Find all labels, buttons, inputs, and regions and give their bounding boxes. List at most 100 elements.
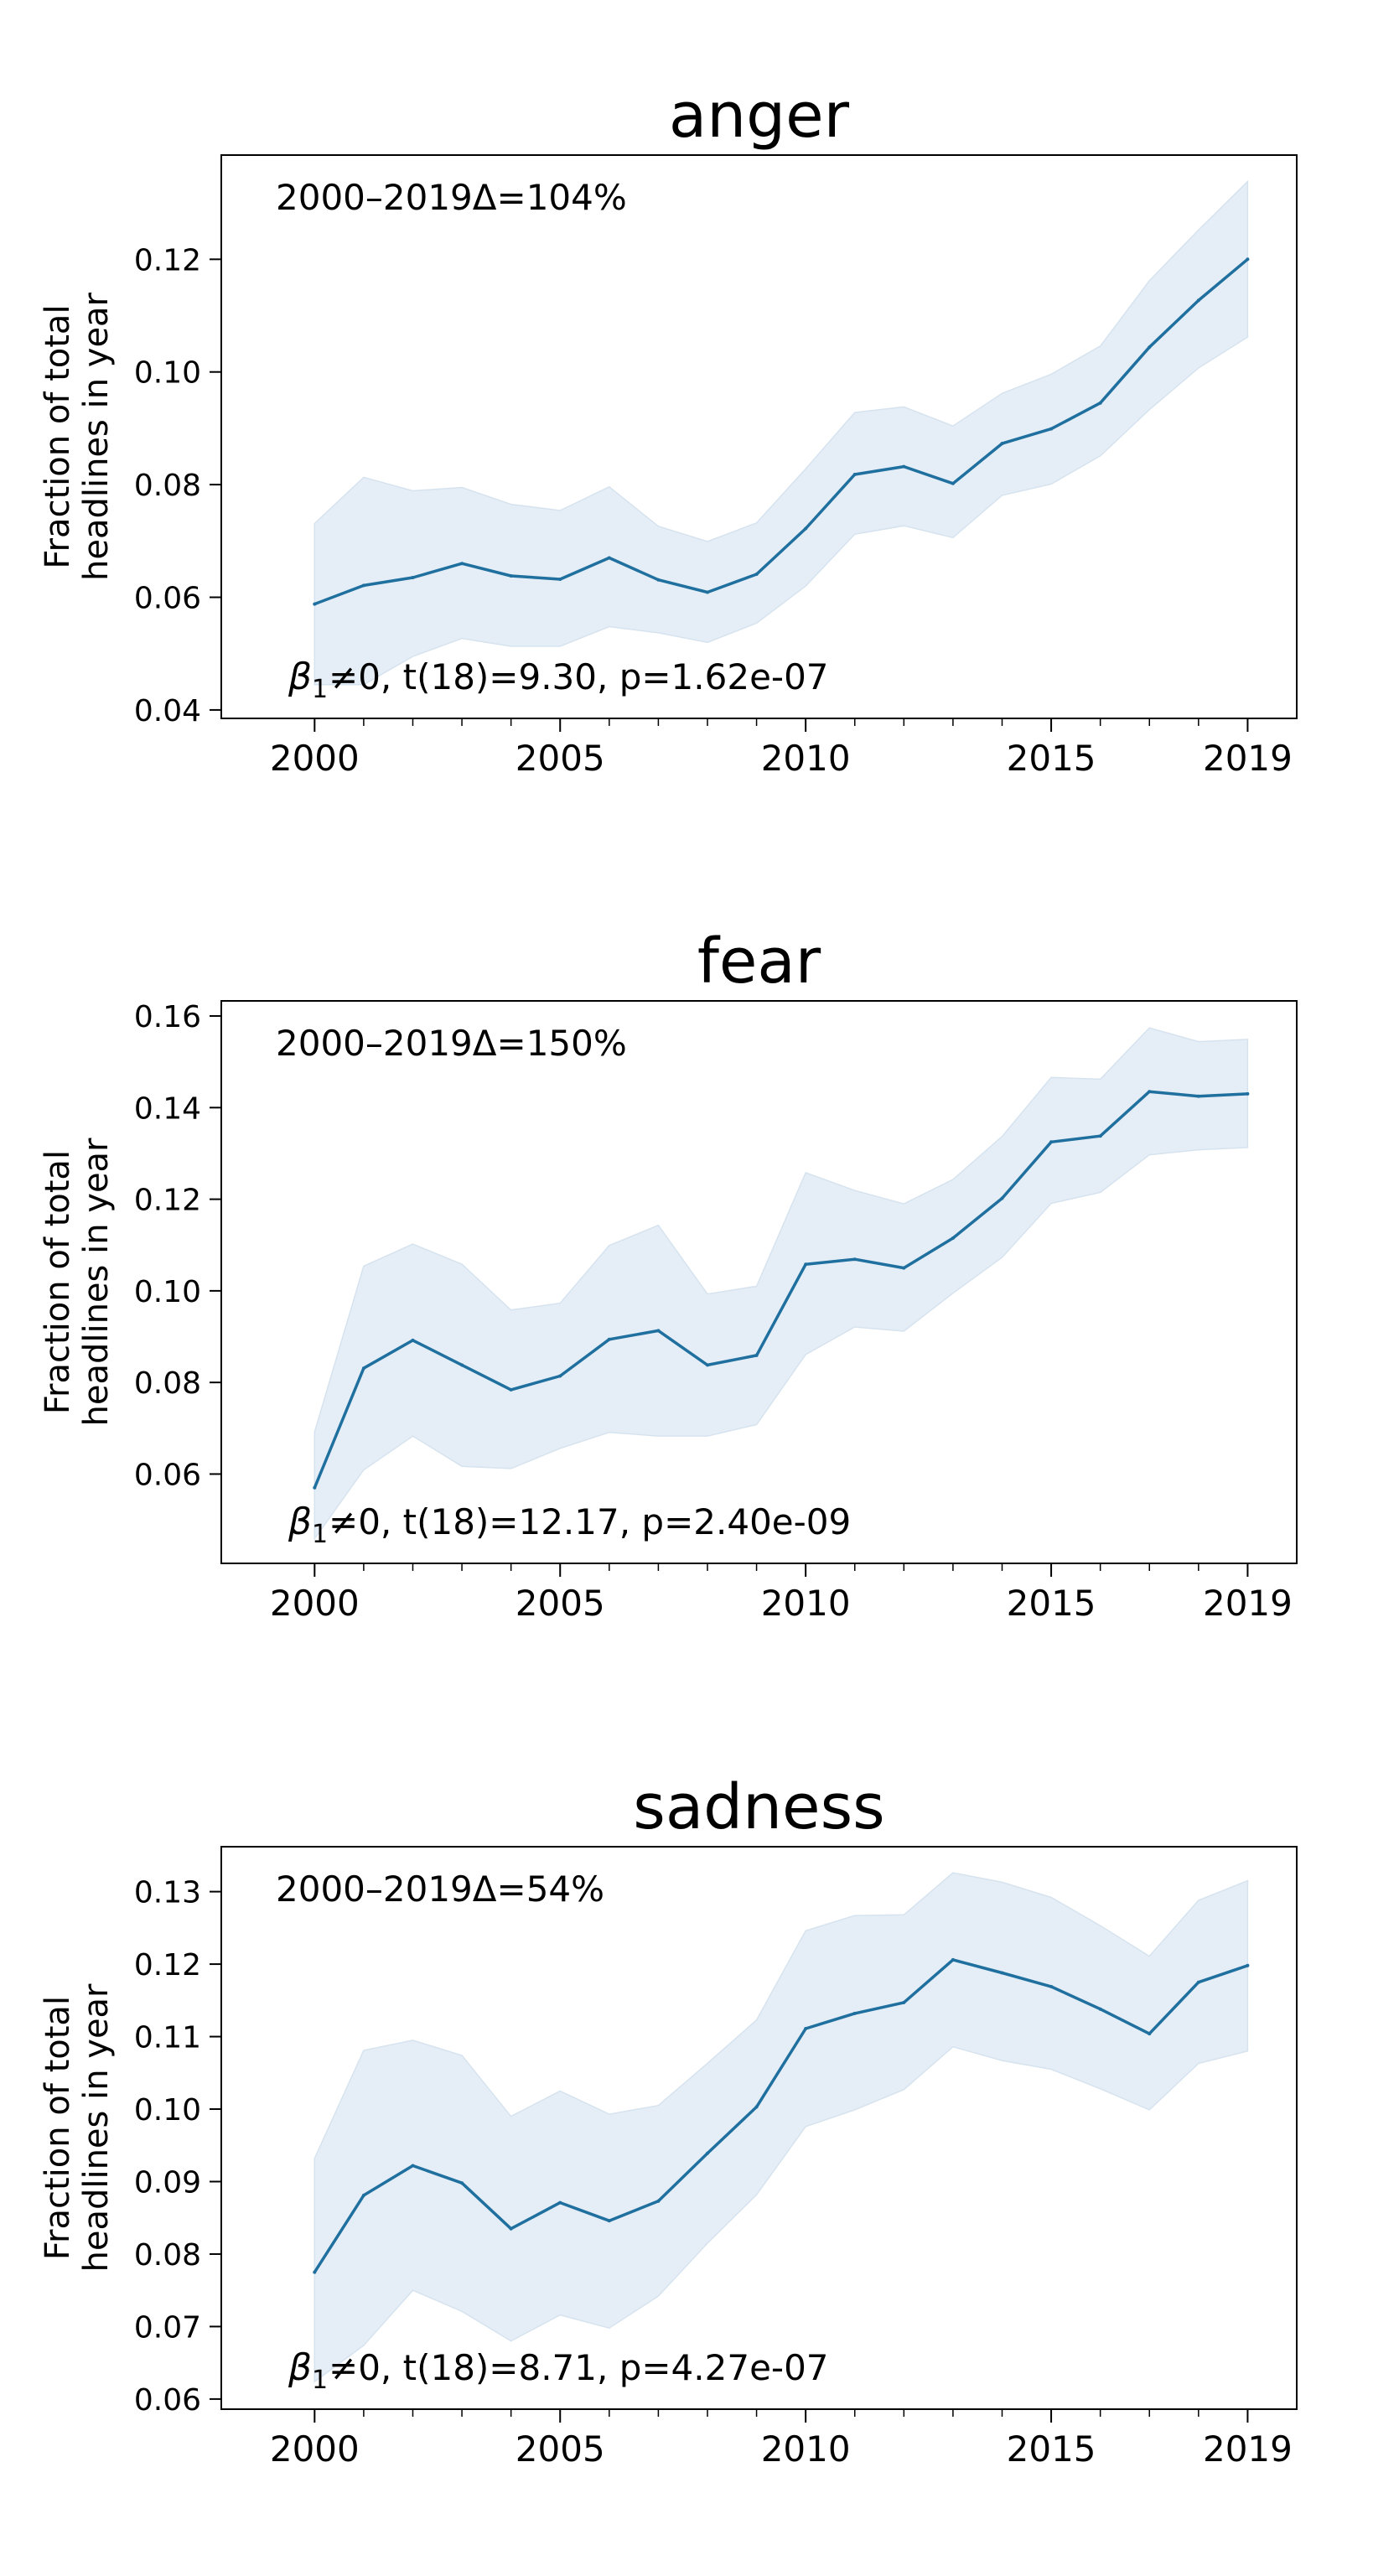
data-point — [1098, 1134, 1102, 1138]
y-axis-label-line1: Fraction of total — [39, 1150, 77, 1414]
x-tick-label: 2010 — [761, 738, 851, 779]
x-tick-label: 2019 — [1203, 738, 1293, 779]
data-point — [706, 590, 709, 594]
y-tick-label: 0.12 — [134, 243, 201, 277]
delta-annotation: 2000–2019Δ=104% — [276, 177, 627, 218]
data-point — [1000, 442, 1004, 446]
data-point — [607, 1337, 611, 1341]
data-point — [804, 1262, 808, 1267]
y-tick-label: 0.06 — [134, 582, 201, 616]
data-point — [313, 2270, 317, 2274]
data-point — [754, 1353, 759, 1357]
data-point — [1049, 427, 1054, 431]
x-tick-label: 2000 — [270, 1583, 360, 1624]
y-tick-label: 0.07 — [134, 2310, 201, 2345]
data-point — [411, 1338, 415, 1342]
y-tick-label: 0.08 — [134, 469, 201, 503]
axes-frame — [220, 1846, 1298, 2410]
y-tick-label: 0.11 — [134, 2021, 201, 2055]
y-tick-label: 0.12 — [134, 1948, 201, 1983]
confidence-band — [313, 1872, 1249, 2383]
data-point — [509, 2226, 513, 2231]
x-tick-label: 2015 — [1007, 738, 1096, 779]
data-point — [1098, 401, 1102, 405]
x-tick-label: 2000 — [270, 2428, 360, 2470]
data-point — [902, 2000, 906, 2004]
data-point — [1148, 2032, 1152, 2036]
data-point — [361, 583, 365, 588]
data-point — [313, 602, 317, 606]
confidence-band — [313, 1027, 1249, 1541]
data-point — [706, 2151, 709, 2155]
y-axis-label-line2: headlines in year — [77, 1138, 116, 1427]
data-point — [411, 2164, 415, 2168]
delta-annotation: 2000–2019Δ=150% — [276, 1023, 627, 1064]
axes-frame — [220, 154, 1298, 719]
x-tick-label: 2015 — [1007, 1583, 1096, 1624]
data-point — [460, 2181, 464, 2185]
data-point — [1049, 1984, 1054, 1988]
y-axis-label-line2: headlines in year — [77, 1983, 116, 2273]
data-point — [951, 481, 955, 485]
data-point — [804, 526, 808, 531]
y-tick-label: 0.16 — [134, 1000, 201, 1034]
data-point — [313, 1485, 317, 1490]
series-line — [313, 1090, 1248, 1489]
x-tick-label: 2010 — [761, 1583, 851, 1624]
y-tick-label: 0.14 — [134, 1091, 201, 1126]
data-point — [754, 2105, 759, 2109]
chart-title: anger — [669, 80, 850, 152]
data-point — [852, 473, 857, 476]
regression-annotation: ≠0, t(18)=8.71, p=4.27e-07 — [329, 2347, 829, 2388]
y-tick-label: 0.10 — [134, 2093, 201, 2128]
x-tick-label: 2015 — [1007, 2428, 1096, 2470]
data-point — [1196, 298, 1200, 303]
y-axis-label-line2: headlines in year — [77, 292, 116, 581]
chart-panel-fear: 2000 2005 2010 2015 2019 0.06 0.08 0.10 0.12 0.14… — [39, 925, 1298, 1624]
data-point — [656, 2199, 661, 2203]
data-point — [1148, 345, 1152, 350]
data-point — [1196, 1980, 1200, 1984]
data-point — [1246, 1963, 1250, 1967]
data-point — [951, 1236, 955, 1240]
axes-frame — [220, 1000, 1298, 1564]
beta-symbol: β — [288, 1501, 312, 1543]
data-point — [607, 556, 611, 560]
series-line — [313, 257, 1249, 606]
data-point — [706, 1363, 709, 1367]
chart-panel-anger: 2000 2005 2010 2015 2019 0.04 0.06 0.08 0.10 0.12… — [39, 80, 1298, 779]
y-tick-label: 0.10 — [134, 1275, 201, 1309]
data-point — [852, 2011, 857, 2015]
data-point — [1000, 1196, 1004, 1200]
x-tick-label: 2005 — [516, 1583, 605, 1624]
data-point — [361, 2193, 365, 2197]
y-axis-label-line1: Fraction of total — [39, 1996, 77, 2260]
data-point — [1098, 2007, 1102, 2011]
y-axis-label-line1: Fraction of total — [39, 304, 77, 568]
data-point — [1049, 1140, 1054, 1144]
data-point — [804, 2027, 808, 2030]
beta-subscript: 1 — [312, 1520, 328, 1549]
data-point — [656, 1329, 661, 1333]
regression-annotation: ≠0, t(18)=12.17, p=2.40e-09 — [329, 1501, 851, 1542]
y-tick-label: 0.06 — [134, 2383, 201, 2418]
data-point — [1196, 1094, 1200, 1098]
data-point — [1000, 1971, 1004, 1975]
data-point — [558, 1374, 562, 1378]
series-line — [313, 1958, 1248, 2273]
data-point — [558, 2200, 562, 2205]
x-tick-label: 2000 — [270, 738, 360, 779]
data-point — [509, 574, 513, 578]
y-tick-label: 0.08 — [134, 1366, 201, 1401]
data-point — [902, 1266, 906, 1270]
data-point — [1246, 257, 1250, 262]
chart-panel-sadness: 2000 2005 2010 2015 2019 0.06 0.07 0.08 0.09 0.10… — [39, 1771, 1298, 2470]
beta-symbol: β — [288, 656, 312, 698]
data-point — [411, 576, 415, 579]
x-tick-label: 2019 — [1203, 2428, 1293, 2470]
y-tick-label: 0.13 — [134, 1876, 201, 1910]
y-tick-label: 0.08 — [134, 2238, 201, 2273]
data-point — [1148, 1090, 1152, 1094]
data-point — [509, 1387, 513, 1392]
